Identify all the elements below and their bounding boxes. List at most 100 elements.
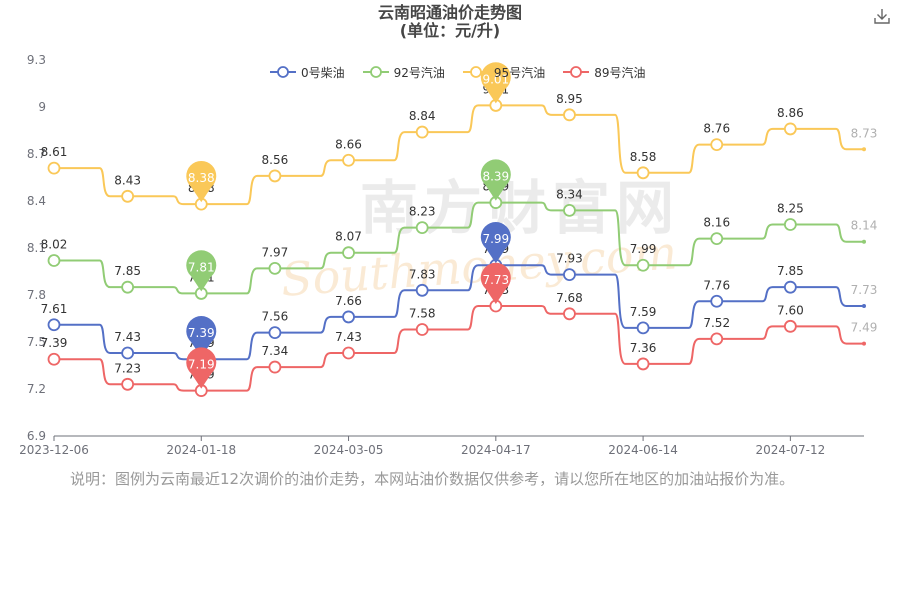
data-label: 7.49 [851, 321, 878, 335]
marker-label: 8.39 [482, 170, 509, 184]
data-point [862, 239, 866, 244]
data-label: 8.34 [556, 187, 583, 201]
data-label: 7.58 [409, 306, 436, 320]
legend-swatch-dot [570, 66, 583, 78]
data-point [268, 326, 282, 340]
data-label: 7.66 [335, 294, 362, 308]
x-tick-label: 2023-12-06 [19, 443, 89, 457]
data-point [563, 203, 576, 217]
legend-label: 89号汽油 [594, 65, 646, 80]
data-label: 8.76 [703, 122, 730, 136]
legend-swatch-icon [270, 66, 296, 78]
data-label: 8.73 [851, 126, 878, 140]
legend-item[interactable]: 89号汽油 [563, 63, 645, 81]
series-line [54, 264, 864, 361]
series-line [54, 304, 864, 392]
data-point [563, 268, 576, 282]
data-label: 7.61 [41, 302, 68, 316]
legend-label: 92号汽油 [393, 65, 445, 80]
data-point [342, 153, 355, 167]
y-tick-label: 8.1 [27, 241, 46, 255]
marker-pin [480, 262, 511, 304]
chart-series [47, 99, 866, 397]
chart-title: 云南昭通油价走势图 [377, 3, 522, 22]
data-point [636, 258, 650, 272]
chart-markers: 7.39 7.99 7.81 8.39 8.38 9.01 7.19 7.73 [186, 62, 511, 389]
data-point [636, 321, 650, 335]
data-label: 8.23 [409, 205, 436, 219]
download-icon[interactable] [872, 6, 892, 26]
x-tick-label: 2024-07-12 [755, 443, 825, 457]
data-label: 7.85 [777, 264, 804, 278]
chart-subtitle: (单位：元/升) [399, 21, 501, 40]
marker-pin [186, 316, 217, 358]
legend-item[interactable]: 95号汽油 [462, 63, 545, 81]
y-tick-label: 7.8 [27, 288, 46, 302]
data-label: 7.56 [262, 310, 289, 324]
chart-data-labels: 7.61 7.43 7.39 7.56 7.66 7.83 7.99 7.93 7.59 7.76… [41, 82, 878, 381]
x-tick-label: 2024-06-14 [608, 443, 678, 457]
data-label: 7.39 [41, 336, 68, 350]
data-label: 8.86 [777, 106, 804, 120]
data-point [783, 218, 797, 231]
data-point [710, 232, 724, 246]
data-point [342, 310, 355, 324]
data-point [47, 161, 61, 175]
data-point [268, 360, 282, 374]
marker-label: 8.38 [188, 171, 215, 185]
data-label: 8.14 [851, 219, 878, 233]
data-point [121, 377, 135, 391]
data-label: 8.84 [409, 109, 436, 123]
y-tick-label: 9 [38, 100, 46, 114]
data-label: 7.23 [114, 361, 141, 375]
legend-swatch-icon [462, 66, 489, 78]
marker-pin [186, 347, 217, 389]
data-label: 7.76 [703, 278, 730, 292]
data-point [415, 125, 429, 139]
marker-label: 7.19 [188, 358, 215, 372]
data-label: 8.02 [41, 238, 68, 252]
legend-label: 0号柴油 [301, 65, 345, 80]
data-point [268, 261, 282, 275]
min-marker: 7.39 [186, 316, 217, 358]
data-label: 7.36 [630, 341, 657, 355]
marker-pin [186, 250, 217, 292]
data-label: 8.43 [114, 173, 141, 187]
data-point [862, 341, 866, 346]
data-point [862, 147, 866, 152]
legend-item[interactable]: 92号汽油 [362, 63, 445, 81]
min-marker: 7.81 [186, 250, 217, 292]
series-line [54, 104, 864, 206]
y-tick-label: 8.4 [27, 194, 46, 208]
data-label: 7.68 [556, 291, 583, 305]
download-icon-glyph [874, 9, 890, 24]
data-label: 7.43 [335, 330, 362, 344]
x-tick-label: 2024-01-18 [166, 443, 236, 457]
marker-label: 7.99 [482, 232, 509, 246]
min-marker: 7.19 [186, 347, 217, 389]
data-point [342, 346, 355, 360]
data-label: 8.66 [335, 137, 362, 151]
data-point [783, 319, 797, 333]
data-label: 7.97 [262, 245, 289, 259]
data-label: 7.43 [114, 330, 141, 344]
y-tick-label: 8.7 [27, 147, 46, 161]
data-label: 7.60 [777, 303, 804, 317]
data-point [636, 166, 650, 180]
marker-label: 7.39 [188, 326, 215, 340]
data-point [415, 283, 429, 297]
data-label: 8.25 [777, 202, 804, 216]
chart-note: 说明：图例为云南最近12次调价的油价走势，本网站油价数据仅供参考，请以您所在地区… [70, 470, 795, 488]
legend-item[interactable]: 0号柴油 [270, 63, 345, 81]
data-label: 8.61 [41, 145, 68, 159]
data-label: 8.58 [630, 150, 657, 164]
data-label: 7.83 [409, 267, 436, 281]
data-point [342, 246, 355, 260]
chart-title-block: 云南昭通油价走势图 (单位：元/升) [0, 4, 900, 40]
data-label: 7.34 [262, 344, 289, 358]
marker-pin [480, 159, 511, 201]
data-label: 7.52 [703, 316, 730, 330]
series-line [54, 201, 864, 295]
max-marker: 8.39 [480, 159, 511, 201]
legend-swatch-icon [563, 66, 590, 78]
